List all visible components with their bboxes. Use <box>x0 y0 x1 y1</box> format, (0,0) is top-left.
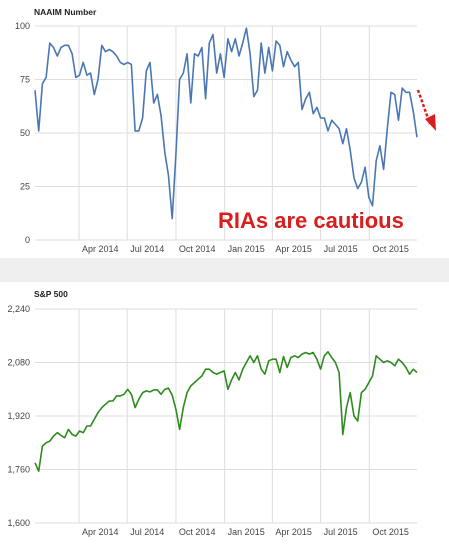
naaim-x-tick-label: Apr 2015 <box>275 244 312 254</box>
naaim-x-tick-label: Jan 2015 <box>228 244 265 254</box>
sp500-y-tick-label: 2,240 <box>7 304 30 314</box>
sp500-y-tick-label: 1,760 <box>7 465 30 475</box>
chart-divider <box>0 258 449 282</box>
sp500-chart-panel: S&P 500 1,600 1,760 1,920 2,080 2,240 Apr 201… <box>0 282 449 544</box>
naaim-x-tick-label: Oct 2014 <box>179 244 216 254</box>
sp500-y-tick-label: 1,920 <box>7 411 30 421</box>
naaim-y-tick-label: 0 <box>25 235 30 245</box>
sp500-x-tick-label: Oct 2014 <box>179 527 216 537</box>
sp500-x-tick-label: Apr 2015 <box>275 527 312 537</box>
naaim-x-tick-label: Jul 2014 <box>130 244 164 254</box>
naaim-y-tick-label: 75 <box>20 75 30 85</box>
naaim-y-tick-label: 50 <box>20 128 30 138</box>
sp500-x-tick-label: Oct 2015 <box>372 527 409 537</box>
sp500-chart: 1,600 1,760 1,920 2,080 2,240 Apr 2014 Jul 201… <box>7 304 418 537</box>
naaim-x-tick-label: Oct 2015 <box>372 244 409 254</box>
sp500-x-tick-label: Jul 2014 <box>130 527 164 537</box>
sp500-x-tick-label: Jul 2015 <box>324 527 358 537</box>
sp500-x-tick-label: Jan 2015 <box>228 527 265 537</box>
naaim-y-tick-label: 100 <box>15 21 30 31</box>
annotation-arrow-icon <box>416 89 436 131</box>
naaim-chart: 0 25 50 75 100 Apr 2014 Jul 2014 Oct 2014 Jan 20… <box>15 21 436 254</box>
naaim-chart-title: NAAIM Number <box>34 7 97 17</box>
naaim-x-tick-label: Apr 2014 <box>82 244 119 254</box>
sp500-x-tick-label: Apr 2014 <box>82 527 119 537</box>
naaim-annotation-text: RIAs are cautious <box>218 208 404 233</box>
naaim-x-tick-label: Jul 2015 <box>324 244 358 254</box>
naaim-y-tick-label: 25 <box>20 182 30 192</box>
naaim-chart-panel: NAAIM Number 0 25 50 75 100 Apr 2014 Jul 2014 O… <box>0 0 449 258</box>
sp500-y-tick-label: 1,600 <box>7 518 30 528</box>
sp500-chart-title: S&P 500 <box>34 289 68 299</box>
naaim-series-line <box>34 27 418 220</box>
sp500-y-tick-label: 2,080 <box>7 358 30 368</box>
sp500-series-line <box>34 351 418 472</box>
